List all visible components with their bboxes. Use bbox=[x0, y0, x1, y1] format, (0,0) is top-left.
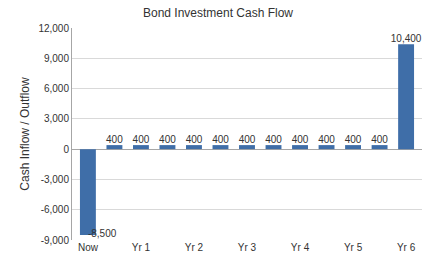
svg-text:Yr 4: Yr 4 bbox=[291, 242, 310, 253]
svg-text:-6,000: -6,000 bbox=[41, 204, 70, 215]
svg-text:Yr 6: Yr 6 bbox=[397, 242, 416, 253]
svg-text:-9,000: -9,000 bbox=[41, 235, 70, 246]
svg-text:400: 400 bbox=[133, 134, 150, 145]
svg-text:6,000: 6,000 bbox=[44, 83, 69, 94]
svg-text:400: 400 bbox=[212, 134, 229, 145]
svg-text:400: 400 bbox=[345, 134, 362, 145]
svg-text:400: 400 bbox=[186, 134, 203, 145]
svg-text:Yr 1: Yr 1 bbox=[132, 242, 151, 253]
svg-text:10,400: 10,400 bbox=[391, 33, 422, 44]
svg-text:-3,000: -3,000 bbox=[41, 174, 70, 185]
svg-text:12,000: 12,000 bbox=[38, 23, 69, 34]
svg-text:Yr 5: Yr 5 bbox=[344, 242, 363, 253]
svg-text:400: 400 bbox=[239, 134, 256, 145]
svg-text:400: 400 bbox=[265, 134, 282, 145]
svg-text:-8,500: -8,500 bbox=[88, 228, 117, 239]
svg-text:Yr 3: Yr 3 bbox=[238, 242, 257, 253]
svg-text:400: 400 bbox=[159, 134, 176, 145]
svg-text:Yr 2: Yr 2 bbox=[185, 242, 204, 253]
svg-text:400: 400 bbox=[292, 134, 309, 145]
svg-text:Now: Now bbox=[78, 242, 99, 253]
svg-text:0: 0 bbox=[63, 144, 69, 155]
svg-text:Bond Investment Cash Flow: Bond Investment Cash Flow bbox=[143, 6, 293, 20]
svg-text:400: 400 bbox=[318, 134, 335, 145]
svg-text:Cash Inflow / Outflow: Cash Inflow / Outflow bbox=[18, 77, 32, 191]
svg-text:3,000: 3,000 bbox=[44, 113, 69, 124]
svg-text:400: 400 bbox=[106, 134, 123, 145]
svg-text:400: 400 bbox=[371, 134, 388, 145]
svg-text:9,000: 9,000 bbox=[44, 53, 69, 64]
